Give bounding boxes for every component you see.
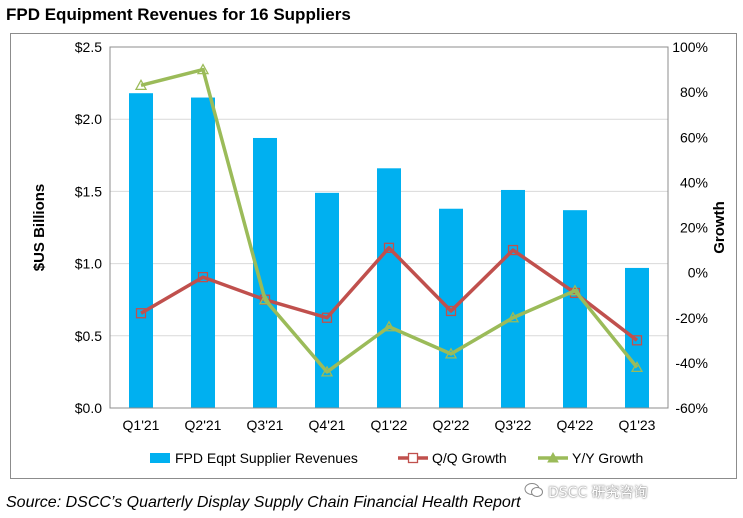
bar (501, 189, 525, 408)
source-note: Source: DSCC’s Quarterly Display Supply … (6, 494, 521, 511)
bar (563, 210, 587, 408)
y-tick-label: $0.0 (75, 400, 102, 416)
x-tick-label: Q2'21 (185, 417, 222, 433)
y2-tick-label: 100% (672, 39, 708, 55)
y2-tick-label: -60% (675, 400, 708, 416)
y2-tick-label: 20% (680, 220, 708, 236)
x-tick-label: Q2'22 (433, 417, 470, 433)
y2-tick-label: 80% (680, 84, 708, 100)
yy-marker (444, 347, 458, 359)
legend-marker-yy (547, 451, 559, 463)
plot-area (109, 46, 669, 409)
yy-marker (506, 311, 520, 323)
y2-tick-label: -40% (675, 355, 708, 371)
x-tick-label: Q1'21 (123, 417, 160, 433)
chart-title: FPD Equipment Revenues for 16 Suppliers (6, 5, 351, 24)
bar (625, 267, 649, 408)
yy-marker (196, 63, 210, 75)
qq-marker (445, 305, 457, 317)
qq-marker (507, 244, 519, 256)
qq-marker (383, 242, 395, 253)
chart-frame (10, 33, 737, 479)
bar (439, 208, 463, 408)
yy-marker (382, 320, 396, 332)
wechat-icon (524, 483, 543, 497)
y-axis-title: $US Billions (31, 184, 48, 272)
yy-marker (320, 365, 334, 377)
legend-marker-qq (407, 452, 419, 464)
y2-tick-label: 0% (688, 265, 708, 281)
y2-tick-label: 40% (680, 174, 708, 190)
x-tick-label: Q4'22 (557, 417, 594, 433)
x-tick-label: Q3'22 (495, 417, 532, 433)
yy-growth-line (140, 67, 639, 374)
yy-marker (258, 293, 272, 305)
qq-marker (135, 308, 147, 319)
y-tick-label: $2.5 (75, 39, 102, 55)
y2-tick-label: 60% (680, 129, 708, 145)
y-tick-label: $1.0 (75, 256, 102, 272)
yy-marker (568, 284, 582, 296)
x-tick-label: Q1'23 (619, 417, 656, 433)
qq-growth-line (140, 246, 639, 342)
yy-marker (134, 79, 148, 91)
y-tick-label: $0.5 (75, 328, 102, 344)
x-tick-label: Q4'21 (309, 417, 346, 433)
x-tick-label: Q3'21 (247, 417, 284, 433)
legend-label-yy: Y/Y Growth (572, 450, 643, 466)
y2-axis-title: Growth (711, 201, 728, 254)
yy-marker (630, 361, 644, 373)
legend: FPD Eqpt Supplier Revenues Q/Q Growth Y/Y … (150, 450, 643, 466)
bar (129, 93, 153, 408)
y2-tick-label: -20% (675, 310, 708, 326)
qq-marker (321, 312, 333, 323)
bar (191, 97, 215, 408)
bars (129, 93, 649, 409)
y-tick-label: $2.0 (75, 111, 102, 127)
qq-marker (631, 335, 643, 346)
watermark: DSCC 研究咨询 (548, 485, 648, 501)
x-tick-label: Q1'22 (371, 417, 408, 433)
y-tick-label: $1.5 (75, 183, 102, 199)
legend-label-revenues: FPD Eqpt Supplier Revenues (175, 450, 358, 466)
growth-lines (134, 63, 644, 377)
axes: $0.0 $0.5 $1.0 $1.5 $2.0 $2.5 -60% -40% -20% 0% 20… (31, 39, 728, 433)
bar (377, 168, 401, 408)
legend-swatch-revenues (150, 453, 170, 463)
legend-label-qq: Q/Q Growth (432, 450, 507, 466)
qq-marker (197, 271, 209, 283)
